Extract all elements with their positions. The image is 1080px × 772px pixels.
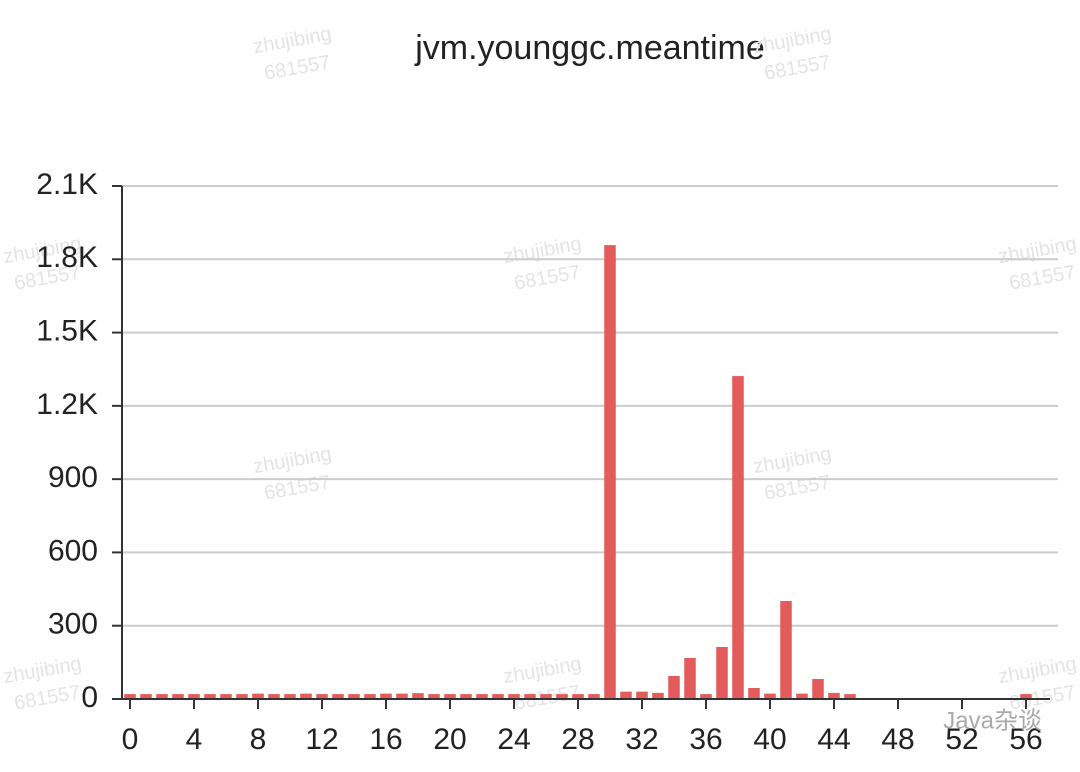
- watermark: 681557: [763, 51, 833, 84]
- bar: [332, 694, 344, 699]
- watermark: 681557: [263, 51, 333, 84]
- y-tick-label: 300: [48, 608, 98, 641]
- x-tick-label: 8: [250, 723, 267, 756]
- bar: [396, 693, 408, 699]
- bar: [508, 694, 520, 699]
- x-tick-label: 20: [433, 723, 466, 756]
- bar: [652, 692, 664, 699]
- bar: [172, 694, 184, 699]
- bar: [636, 691, 648, 699]
- bar: [364, 694, 376, 699]
- x-tick-label: 56: [1009, 723, 1042, 756]
- chart-title: jvm.younggc.meantime: [414, 29, 765, 67]
- x-tick-label: 4: [186, 723, 203, 756]
- x-tick-label: 40: [753, 723, 786, 756]
- x-tick-label: 24: [497, 723, 530, 756]
- watermark: 681557: [1008, 261, 1078, 294]
- watermark: 681557: [263, 471, 333, 504]
- x-tick-label: 0: [122, 723, 139, 756]
- bar: [316, 694, 328, 699]
- bar: [684, 657, 696, 699]
- bar: [796, 693, 808, 699]
- y-tick-label: 0: [81, 681, 98, 714]
- bar: [444, 694, 456, 699]
- bar: [252, 693, 264, 699]
- bar: [700, 694, 712, 699]
- bar: [268, 694, 280, 699]
- bar: [348, 694, 360, 699]
- bar: [412, 693, 424, 699]
- bar: [220, 694, 232, 699]
- bar: [428, 694, 440, 699]
- bar: [380, 693, 392, 699]
- bar: [540, 694, 552, 699]
- bar: [492, 694, 504, 699]
- y-tick-label: 1.5K: [36, 314, 98, 347]
- x-tick-label: 32: [625, 723, 658, 756]
- x-tick-label: 44: [817, 723, 850, 756]
- x-tick-label: 48: [881, 723, 914, 756]
- watermark: 681557: [513, 261, 583, 294]
- x-tick-label: 52: [945, 723, 978, 756]
- x-tick-label: 28: [561, 723, 594, 756]
- bar: [844, 694, 856, 699]
- bar: [604, 245, 616, 700]
- bar: [732, 376, 744, 699]
- bar: [620, 691, 632, 699]
- bar: [156, 694, 168, 699]
- bar: [668, 676, 680, 699]
- bar: [716, 646, 728, 699]
- bar: [140, 694, 152, 699]
- bar: [204, 694, 216, 699]
- bar: [556, 694, 568, 699]
- bar: [524, 694, 536, 699]
- y-tick-label: 1.8K: [36, 241, 98, 274]
- bar: [460, 694, 472, 699]
- y-tick-label: 600: [48, 534, 98, 567]
- bar: [588, 694, 600, 699]
- bar: [748, 688, 760, 699]
- x-tick-label: 36: [689, 723, 722, 756]
- bar: [124, 694, 136, 699]
- bar: [780, 601, 792, 699]
- bar: [812, 678, 824, 699]
- bar: [300, 693, 312, 699]
- y-tick-label: 1.2K: [36, 388, 98, 421]
- bar: [284, 694, 296, 699]
- bar: [476, 694, 488, 699]
- bar: [764, 693, 776, 699]
- y-tick-label: 2.1K: [36, 168, 98, 201]
- bar: [572, 694, 584, 699]
- x-tick-label: 16: [369, 723, 402, 756]
- watermark: 681557: [13, 681, 83, 714]
- y-tick-label: 900: [48, 461, 98, 494]
- footer: Java杂谈: [943, 707, 1042, 734]
- bar: [236, 694, 248, 699]
- bar: [828, 692, 840, 699]
- bar: [188, 694, 200, 699]
- bar: [1020, 694, 1032, 699]
- watermark: 681557: [763, 471, 833, 504]
- x-tick-label: 12: [305, 723, 338, 756]
